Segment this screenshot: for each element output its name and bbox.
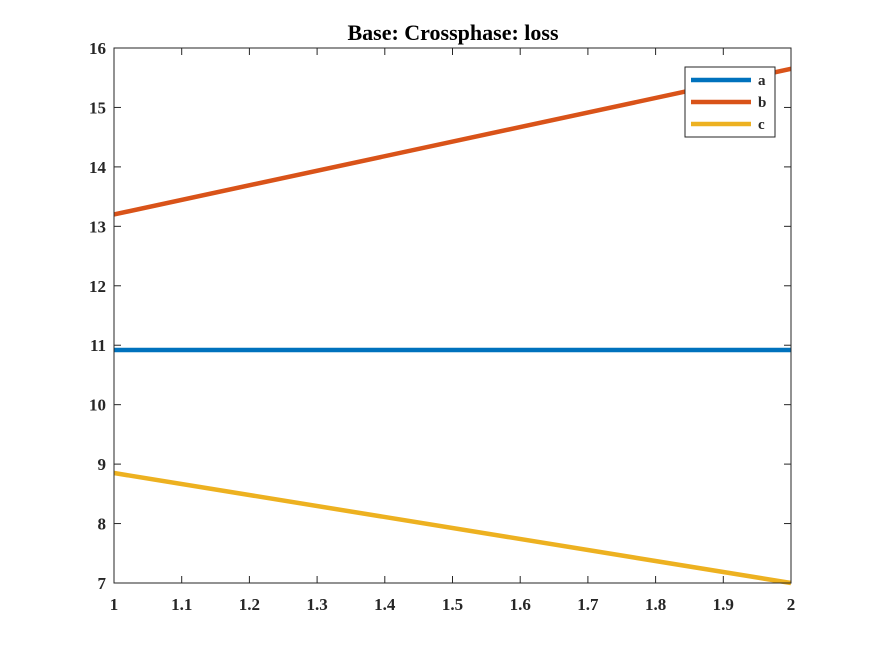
x-tick-label: 1.5 bbox=[442, 595, 463, 614]
legend-label-b: b bbox=[758, 95, 766, 111]
legend: abc bbox=[684, 66, 776, 138]
y-tick-label: 16 bbox=[89, 39, 106, 58]
y-tick-label: 12 bbox=[89, 277, 106, 296]
x-tick-label: 1.1 bbox=[171, 595, 192, 614]
x-tick-label: 1.2 bbox=[239, 595, 260, 614]
y-tick-label: 8 bbox=[98, 515, 107, 534]
plot-area bbox=[114, 48, 791, 583]
x-tick-label: 1.7 bbox=[577, 595, 599, 614]
y-tick-label: 10 bbox=[89, 396, 106, 415]
series-line-b bbox=[113, 66, 792, 217]
y-tick-label: 14 bbox=[89, 158, 107, 177]
x-tick-label: 1 bbox=[110, 595, 119, 614]
axes-layer: 1 1.1 1.2 1.3 1.4 1.5 1.6 1.7 1.8 1.9 2 7 8 9 10 11 12 13… bbox=[89, 39, 795, 614]
series-layer bbox=[113, 66, 792, 586]
y-tick-label: 7 bbox=[98, 574, 107, 593]
x-tick-label: 1.6 bbox=[510, 595, 531, 614]
y-tick-label: 15 bbox=[89, 98, 106, 117]
y-tick-label: 13 bbox=[89, 217, 106, 236]
x-tick-label: 2 bbox=[787, 595, 796, 614]
y-tick-label: 9 bbox=[98, 455, 107, 474]
chart-title: Base: Crossphase: loss bbox=[347, 20, 559, 45]
legend-label-c: c bbox=[758, 117, 765, 133]
x-tick-label: 1.4 bbox=[374, 595, 396, 614]
x-tick-label: 1.9 bbox=[713, 595, 734, 614]
legend-label-a: a bbox=[758, 73, 766, 89]
y-tick-label: 11 bbox=[90, 336, 106, 355]
series-line-c bbox=[113, 470, 792, 586]
x-tick-label: 1.3 bbox=[306, 595, 327, 614]
x-tick-label: 1.8 bbox=[645, 595, 666, 614]
